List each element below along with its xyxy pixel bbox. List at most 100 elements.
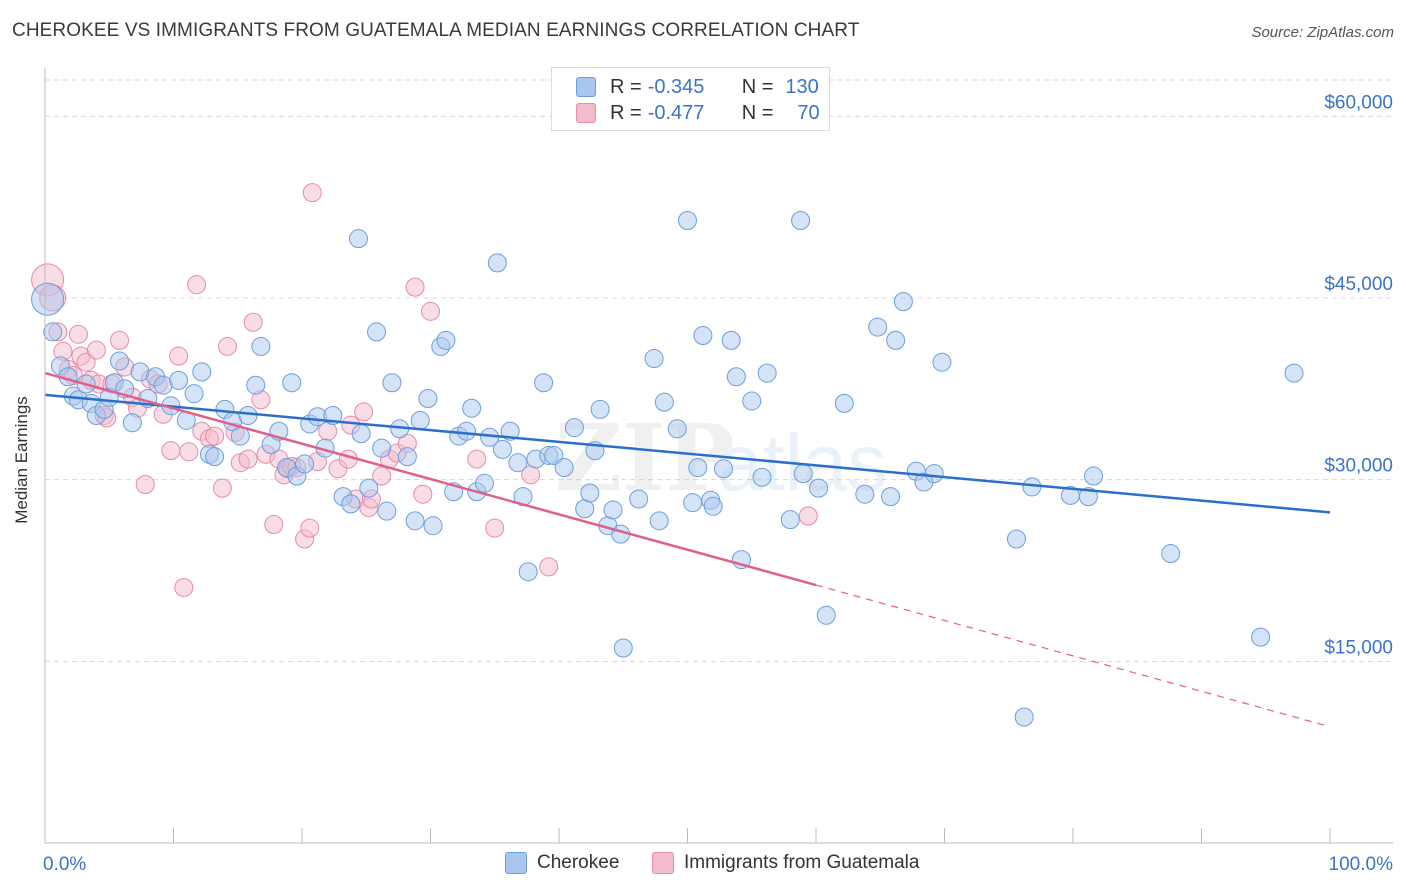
trend-lines: [44, 371, 1331, 728]
cherokee-point: [603, 500, 623, 520]
series-legend-guatemala: Immigrants from Guatemala: [652, 852, 919, 874]
cherokee-point: [1014, 707, 1034, 727]
cherokee-point: [644, 349, 664, 369]
cherokee-trend-line: [44, 393, 1331, 514]
cherokee-point: [410, 410, 430, 430]
y-tick-label: $45,000: [1324, 274, 1393, 295]
cherokee-point: [855, 484, 875, 504]
guatemala-point: [205, 426, 225, 446]
cherokee-point: [667, 419, 687, 439]
cherokee-point: [487, 253, 507, 273]
cherokee-point: [359, 478, 379, 498]
cherokee-point: [423, 516, 443, 536]
legend-r-value: -0.477: [647, 101, 705, 124]
guatemala-point: [135, 475, 155, 495]
series-swatch-guatemala: [652, 852, 674, 874]
series-label-guatemala: Immigrants from Guatemala: [684, 852, 920, 873]
guatemala-point: [187, 275, 207, 295]
cherokee-point: [834, 393, 854, 413]
series-swatch-cherokee: [505, 852, 527, 874]
guatemala-point: [76, 352, 96, 372]
cherokee-point: [508, 453, 528, 473]
cherokee-point: [886, 330, 906, 350]
zipatlas-watermark: ZIP atlas: [555, 404, 887, 512]
guatemala-point: [68, 324, 88, 344]
cherokee-point: [816, 605, 836, 625]
legend-swatch-guatemala: [576, 103, 596, 123]
chart-title: CHEROKEE VS IMMIGRANTS FROM GUATEMALA ME…: [12, 20, 860, 41]
cherokee-point: [793, 464, 813, 484]
cherokee-point: [1161, 544, 1181, 564]
cherokee-point: [649, 511, 669, 531]
grid-layer: [45, 79, 1393, 662]
cherokee-point: [742, 391, 762, 411]
guatemala-trend-line: [44, 371, 817, 587]
cherokee-point: [110, 351, 130, 371]
cherokee-point: [397, 447, 417, 467]
cherokee-point: [757, 363, 777, 383]
cherokee-point: [192, 362, 212, 382]
guatemala-point: [169, 346, 189, 366]
cherokee-point: [456, 421, 476, 441]
cherokee-point: [1078, 487, 1098, 507]
guatemala-point: [798, 506, 818, 526]
guatemala-point: [217, 336, 237, 356]
legend-n-value: 70: [797, 101, 820, 124]
cherokee-point: [282, 373, 302, 393]
y-tick-label: $30,000: [1324, 456, 1393, 477]
guatemala-point: [243, 312, 263, 332]
cherokee-point: [554, 458, 574, 478]
y-tick-label: $15,000: [1324, 637, 1393, 658]
cherokee-point: [349, 229, 369, 249]
cherokee-point: [1084, 466, 1104, 486]
cherokee-point: [43, 322, 63, 342]
cherokee-point: [703, 496, 723, 516]
axes: $15,000 $30,000 $45,000 $60,000 0.0% 100.0%: [43, 68, 1393, 875]
guatemala-point: [179, 442, 199, 462]
cherokee-point: [405, 511, 425, 531]
guatemala-point: [372, 466, 392, 486]
series-legend: Cherokee Immigrants from Guatemala: [0, 852, 1406, 878]
cherokee-point: [436, 330, 456, 350]
guatemala-point: [86, 340, 106, 360]
legend-swatch-cherokee: [576, 77, 596, 97]
cherokee-point: [1284, 363, 1304, 383]
cherokee-point: [881, 487, 901, 507]
cherokee-point: [791, 210, 811, 230]
guatemala-point: [539, 557, 559, 577]
guatemala-point: [110, 330, 130, 350]
cherokee-point: [590, 399, 610, 419]
cherokee-point: [367, 322, 387, 342]
cherokee-point: [184, 384, 204, 404]
cherokee-point: [122, 413, 142, 433]
guatemala-point: [174, 577, 194, 597]
cherokee-point: [809, 478, 829, 498]
cherokee-point: [518, 562, 538, 582]
cherokee-point: [726, 367, 746, 387]
cherokee-point: [377, 501, 397, 521]
cherokee-point: [169, 370, 189, 390]
guatemala-point: [485, 518, 505, 538]
cherokee-point: [580, 483, 600, 503]
cherokee-point: [205, 447, 225, 467]
guatemala-point: [354, 402, 374, 422]
legend-row-guatemala: R = -0.477 N = 70: [576, 101, 820, 125]
correlation-legend: R = -0.345 N = 130 R = -0.477 N = 70: [551, 67, 830, 131]
legend-r-label: R =: [610, 101, 642, 124]
cherokee-point: [534, 373, 554, 393]
x-tick-label-max: 100.0%: [1329, 854, 1394, 875]
cherokee-point: [613, 638, 633, 658]
x-tick-label-min: 0.0%: [43, 854, 86, 875]
legend-n-label: N =: [741, 75, 774, 98]
guatemala-point: [161, 441, 181, 461]
cherokee-point: [462, 398, 482, 418]
cherokee-point: [341, 494, 361, 514]
cherokee-point: [693, 326, 713, 346]
guatemala-point: [302, 183, 322, 203]
cherokee-point: [654, 392, 674, 412]
cherokee-point: [1251, 627, 1271, 647]
cherokee-point: [683, 493, 703, 513]
cherokee-point: [351, 424, 371, 444]
cherokee-point: [932, 352, 952, 372]
cherokee-point: [382, 373, 402, 393]
